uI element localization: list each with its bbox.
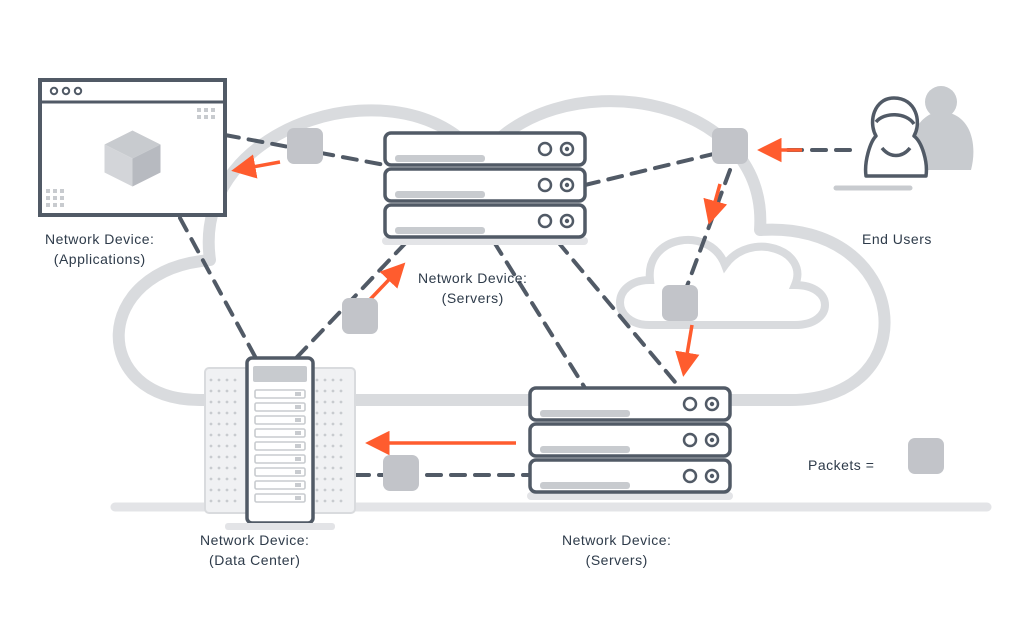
packet-4 [383, 455, 419, 491]
legend-swatch [908, 438, 944, 474]
packet-2 [712, 128, 748, 164]
edge-6 [494, 242, 585, 388]
edge-4 [585, 150, 730, 185]
edge-7 [558, 242, 680, 388]
applications-label: Network Device:(Applications) [45, 229, 154, 270]
end-users-node [836, 86, 973, 188]
servers-bottom-node [527, 388, 733, 500]
packet-1 [342, 298, 378, 334]
data-center-label: Network Device:(Data Center) [200, 530, 309, 571]
packet-0 [287, 128, 323, 164]
arrow-5 [684, 325, 692, 372]
servers-bottom-label: Network Device:(Servers) [562, 530, 671, 571]
diagram-canvas [0, 0, 1024, 638]
legend-label: Packets = [808, 455, 874, 475]
end-users-label: End Users [862, 229, 932, 249]
packet-3 [662, 285, 698, 321]
servers-top-node [382, 133, 588, 245]
data-center-node [205, 358, 355, 530]
cloud-inner [620, 240, 825, 325]
applications-node [40, 80, 225, 215]
edge-2 [180, 218, 258, 362]
servers-top-label: Network Device:(Servers) [418, 268, 527, 309]
